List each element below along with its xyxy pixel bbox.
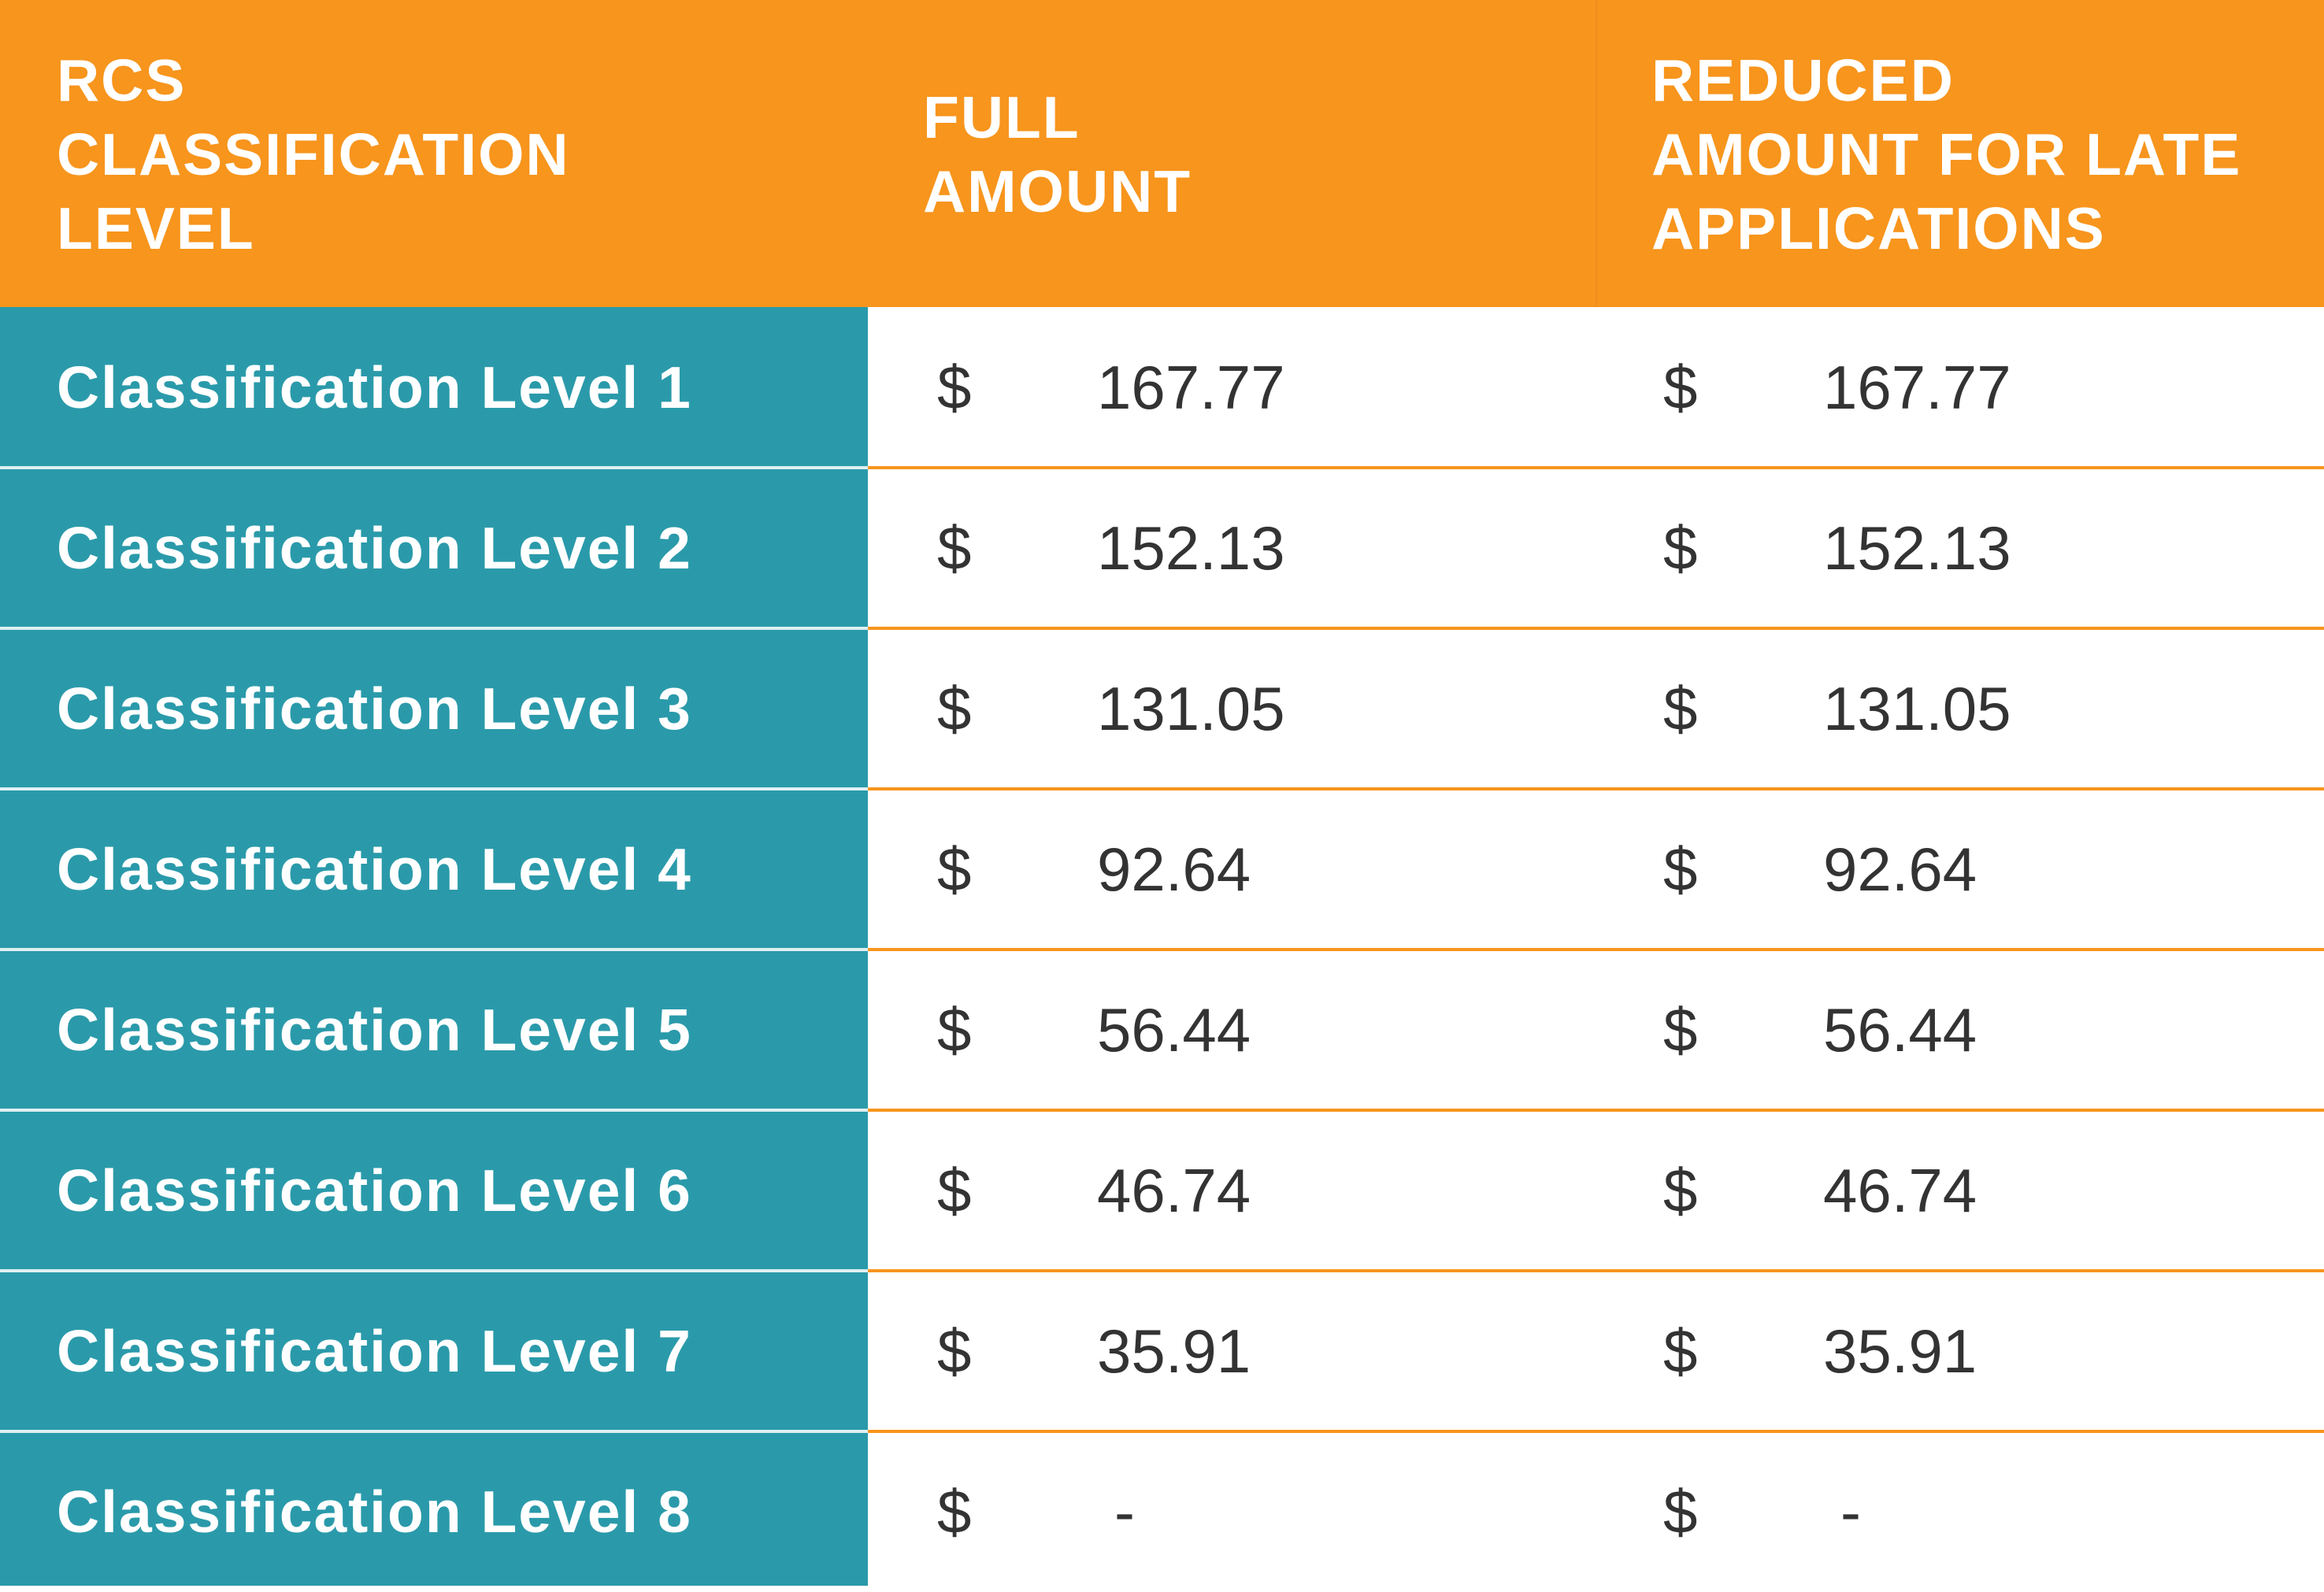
table-row: Classification Level 8 $ - $ - [0, 1431, 2324, 1592]
row-divider-left [0, 787, 868, 790]
reduced-amount-value: 167.77 [1823, 353, 2011, 422]
reduced-amount-value: 35.91 [1823, 1316, 1977, 1386]
reduced-amount-currency: $ [1663, 513, 1698, 583]
row-label: Classification Level 1 [57, 354, 692, 420]
row-divider-left [0, 466, 868, 469]
reduced-amount-value: - [1840, 1477, 1861, 1546]
reduced-amount-value: 56.44 [1823, 995, 1977, 1064]
reduced-amount-value: 92.64 [1823, 835, 1977, 904]
row-label: Classification Level 3 [57, 676, 692, 742]
full-amount-currency: $ [937, 835, 972, 904]
header-reduced-amount: REDUCED AMOUNT FOR LATE APPLICATIONS [1651, 47, 2242, 261]
row-divider-right [868, 787, 2324, 790]
full-amount-value: 131.05 [1097, 674, 1285, 743]
full-amount-value: - [1114, 1477, 1135, 1546]
row-label: Classification Level 5 [57, 997, 692, 1063]
table-row: Classification Level 1 $167.77 $167.77 [0, 307, 2324, 469]
full-amount-value: 167.77 [1097, 353, 1285, 422]
row-divider-left [0, 1269, 868, 1272]
table-row: Classification Level 2 $152.13 $152.13 [0, 468, 2324, 630]
row-divider-left [0, 1430, 868, 1433]
reduced-amount-currency: $ [1663, 353, 1698, 422]
row-label: Classification Level 4 [57, 836, 692, 902]
row-divider-right [868, 1109, 2324, 1112]
reduced-amount-currency: $ [1663, 1477, 1698, 1546]
row-divider-right [868, 466, 2324, 469]
row-divider-right [868, 627, 2324, 630]
full-amount-value: 35.91 [1097, 1316, 1251, 1386]
full-amount-currency: $ [937, 1316, 972, 1386]
row-divider-left [0, 627, 868, 630]
row-divider-right [868, 948, 2324, 951]
full-amount-value: 46.74 [1097, 1156, 1251, 1225]
table-row: Classification Level 4 $92.64 $92.64 [0, 789, 2324, 951]
table-row: Classification Level 3 $131.05 $131.05 [0, 628, 2324, 790]
row-divider-left [0, 948, 868, 951]
full-amount-value: 92.64 [1097, 835, 1251, 904]
row-label: Classification Level 7 [57, 1318, 692, 1384]
table-header: RCS CLASSIFICATION LEVEL FULL AMOUNT RED… [0, 0, 2324, 307]
reduced-amount-value: 131.05 [1823, 674, 2011, 743]
reduced-amount-currency: $ [1663, 995, 1698, 1064]
full-amount-currency: $ [937, 513, 972, 583]
row-label: Classification Level 2 [57, 515, 692, 581]
full-amount-currency: $ [937, 1156, 972, 1225]
row-divider-right [868, 1269, 2324, 1272]
full-amount-currency: $ [937, 674, 972, 743]
row-divider-right [868, 1430, 2324, 1433]
reduced-amount-value: 152.13 [1823, 513, 2011, 583]
row-label: Classification Level 6 [57, 1157, 692, 1224]
header-classification-level: RCS CLASSIFICATION LEVEL [57, 47, 570, 261]
reduced-amount-currency: $ [1663, 674, 1698, 743]
full-amount-value: 152.13 [1097, 513, 1285, 583]
reduced-amount-currency: $ [1663, 1316, 1698, 1386]
full-amount-currency: $ [937, 353, 972, 422]
table-row: Classification Level 5 $56.44 $56.44 [0, 950, 2324, 1112]
row-divider-left [0, 1109, 868, 1112]
classification-column-background [0, 307, 868, 1586]
table-row: Classification Level 7 $35.91 $35.91 [0, 1271, 2324, 1433]
header-divider [1596, 0, 1597, 307]
row-label: Classification Level 8 [57, 1479, 692, 1545]
table-row: Classification Level 6 $46.74 $46.74 [0, 1110, 2324, 1272]
reduced-amount-currency: $ [1663, 835, 1698, 904]
full-amount-value: 56.44 [1097, 995, 1251, 1064]
full-amount-currency: $ [937, 1477, 972, 1546]
header-full-amount: FULL AMOUNT [923, 84, 1192, 224]
full-amount-currency: $ [937, 995, 972, 1064]
reduced-amount-currency: $ [1663, 1156, 1698, 1225]
reduced-amount-value: 46.74 [1823, 1156, 1977, 1225]
